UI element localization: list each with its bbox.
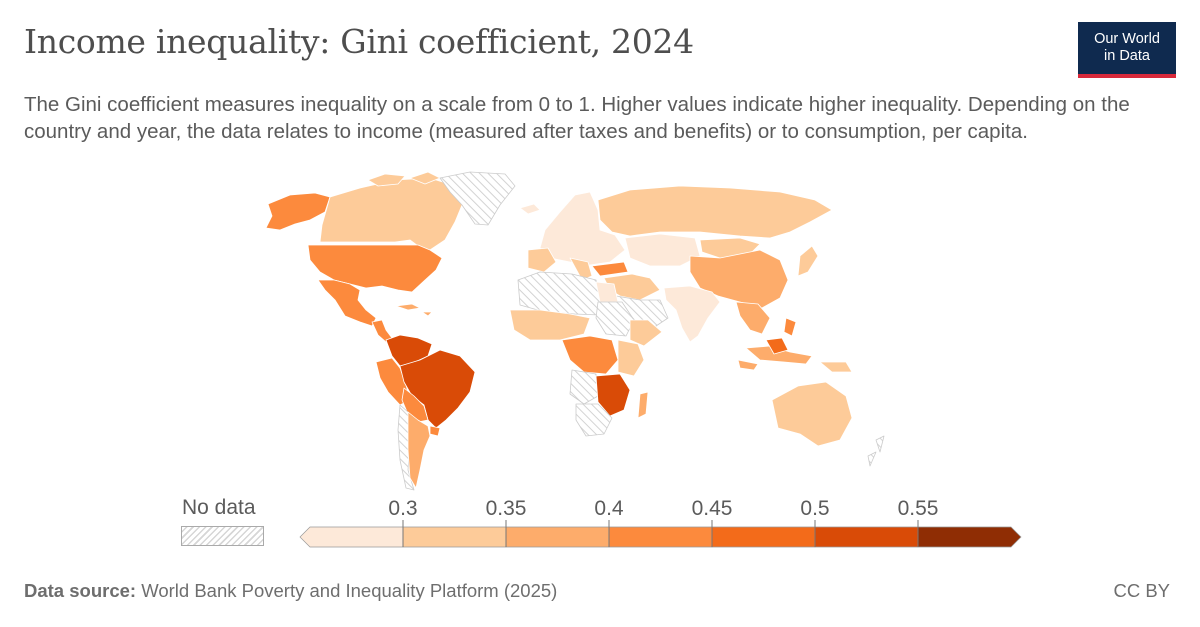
region-uruguay[interactable]	[429, 425, 441, 437]
region-turkey[interactable]	[591, 261, 629, 277]
region-alaska[interactable]	[265, 192, 331, 231]
world-map[interactable]	[0, 0, 1200, 500]
legend-bin-4[interactable]	[711, 526, 816, 548]
region-horn-of-africa[interactable]	[629, 319, 663, 347]
region-southeast-asia[interactable]	[735, 301, 771, 335]
data-source-label: Data source:	[24, 580, 137, 601]
owid-logo[interactable]: Our World in Data	[1078, 22, 1176, 78]
region-angola[interactable]	[569, 369, 599, 405]
logo-line-1: Our World	[1094, 31, 1160, 47]
legend-bin-5[interactable]	[814, 526, 919, 548]
region-australia[interactable]	[771, 381, 853, 447]
legend-bin-0[interactable]	[299, 526, 404, 548]
chart-subtitle: The Gini coefficient measures inequality…	[24, 93, 1130, 143]
region-south-asia[interactable]	[663, 285, 721, 343]
legend-bin-2[interactable]	[505, 526, 610, 548]
region-west-africa[interactable]	[509, 309, 591, 341]
license-label[interactable]: CC BY	[1113, 580, 1170, 601]
region-argentina[interactable]	[407, 411, 431, 489]
legend-tick-label: 0.55	[898, 497, 939, 520]
chart-title: Income inequality: Gini coefficient, 202…	[24, 22, 694, 61]
region-north-africa[interactable]	[517, 271, 601, 316]
region-philippines[interactable]	[783, 317, 797, 337]
region-united-states[interactable]	[307, 244, 443, 293]
logo-line-2: in Data	[1104, 48, 1150, 64]
region-china[interactable]	[689, 249, 789, 309]
region-mexico[interactable]	[317, 279, 377, 327]
region-new-zealand[interactable]	[867, 435, 885, 467]
legend-tick-label: 0.45	[692, 497, 733, 520]
legend-tick-label: 0.35	[486, 497, 527, 520]
data-source: Data source: World Bank Poverty and Ineq…	[24, 580, 557, 602]
region-central-asia[interactable]	[624, 233, 701, 267]
legend-bin-3[interactable]	[608, 526, 713, 548]
region-greenland[interactable]	[439, 171, 516, 226]
region-east-africa[interactable]	[617, 339, 645, 377]
region-central-africa[interactable]	[561, 335, 619, 375]
no-data-legend-swatch	[181, 526, 264, 546]
region-iceland[interactable]	[519, 203, 541, 215]
legend-tick-label: 0.5	[800, 497, 829, 520]
region-caribbean[interactable]	[395, 303, 433, 317]
legend-bin-6[interactable]	[917, 526, 1022, 548]
region-madagascar[interactable]	[637, 391, 649, 419]
no-data-legend-label: No data	[182, 496, 256, 519]
region-southern-africa[interactable]	[595, 373, 631, 417]
region-japan[interactable]	[797, 245, 819, 277]
region-papua-new-guinea[interactable]	[819, 361, 853, 373]
region-canada[interactable]	[319, 177, 463, 251]
region-south-africa[interactable]	[575, 403, 613, 437]
legend-tick-label: 0.3	[388, 497, 417, 520]
legend-bin-1[interactable]	[402, 526, 507, 548]
legend-tick-label: 0.4	[594, 497, 624, 520]
region-russia[interactable]	[597, 185, 833, 239]
data-source-text[interactable]: World Bank Poverty and Inequality Platfo…	[141, 580, 558, 601]
region-borneo[interactable]	[765, 337, 789, 355]
region-sudan[interactable]	[595, 301, 635, 337]
